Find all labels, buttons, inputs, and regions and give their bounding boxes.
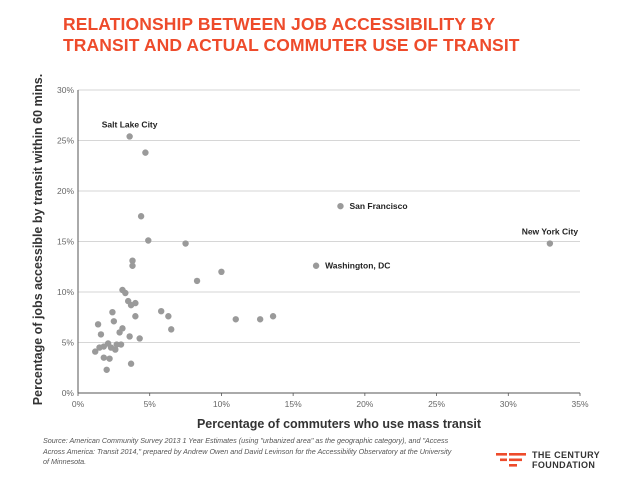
data-point bbox=[132, 313, 139, 320]
data-point bbox=[122, 289, 129, 297]
data-point bbox=[142, 149, 149, 156]
data-point bbox=[256, 316, 264, 323]
data-point bbox=[126, 133, 133, 140]
y-tick-label: 10% bbox=[57, 287, 74, 297]
chart-title-line-1: RELATIONSHIP BETWEEN JOB ACCESSIBILITY B… bbox=[63, 14, 496, 34]
y-tick-label: 15% bbox=[57, 237, 74, 247]
point-label: Salt Lake City bbox=[102, 119, 158, 129]
logo-line-2: FOUNDATION bbox=[532, 460, 596, 470]
data-point bbox=[157, 307, 165, 315]
data-point bbox=[145, 237, 152, 244]
y-tick-label: 5% bbox=[62, 338, 75, 348]
y-axis-title: Percentage of jobs accessible by transit… bbox=[31, 74, 45, 405]
data-point bbox=[112, 346, 119, 353]
data-point bbox=[168, 326, 175, 333]
data-point bbox=[116, 329, 123, 336]
source-note: Source: American Community Survey 2013 1… bbox=[43, 436, 452, 466]
data-point bbox=[117, 341, 125, 348]
chart-title-line-2: TRANSIT AND ACTUAL COMMUTER USE OF TRANS… bbox=[63, 35, 520, 55]
data-point bbox=[110, 318, 118, 325]
data-point bbox=[103, 366, 110, 373]
data-point bbox=[182, 240, 189, 247]
data-point bbox=[129, 262, 136, 269]
data-point bbox=[109, 309, 116, 316]
data-point bbox=[269, 313, 277, 320]
data-point bbox=[312, 262, 320, 269]
data-point bbox=[96, 344, 103, 351]
x-axis-title: Percentage of commuters who use mass tra… bbox=[197, 417, 482, 431]
data-point bbox=[100, 354, 108, 361]
data-point bbox=[193, 277, 201, 285]
data-point bbox=[126, 333, 133, 340]
logo-mark-icon bbox=[496, 453, 526, 467]
y-tick-label: 25% bbox=[57, 136, 74, 146]
data-point bbox=[106, 355, 113, 362]
data-point bbox=[127, 360, 135, 367]
data-point bbox=[136, 335, 143, 342]
data-point bbox=[546, 240, 554, 247]
x-tick-label: 35% bbox=[571, 399, 588, 409]
x-tick-label: 20% bbox=[356, 399, 373, 409]
x-tick-label: 10% bbox=[213, 399, 230, 409]
data-point bbox=[232, 316, 239, 323]
y-tick-label: 20% bbox=[57, 186, 74, 196]
point-label: New York City bbox=[522, 227, 579, 237]
data-point bbox=[337, 202, 344, 210]
x-tick-label: 25% bbox=[428, 399, 445, 409]
x-tick-label: 0% bbox=[72, 399, 85, 409]
x-tick-label: 5% bbox=[144, 399, 157, 409]
data-point bbox=[92, 348, 99, 355]
data-point bbox=[129, 257, 136, 264]
x-tick-label: 15% bbox=[285, 399, 302, 409]
point-label: San Francisco bbox=[349, 201, 407, 211]
data-point bbox=[94, 321, 102, 328]
chart-title: RELATIONSHIP BETWEEN JOB ACCESSIBILITY B… bbox=[63, 14, 603, 56]
logo-line-1: THE CENTURY bbox=[532, 450, 601, 460]
point-label: Washington, DC bbox=[325, 261, 390, 271]
data-point bbox=[165, 313, 172, 320]
data-point bbox=[137, 213, 145, 220]
data-point bbox=[218, 268, 225, 275]
data-point bbox=[132, 299, 139, 307]
data-point bbox=[97, 331, 105, 338]
century-foundation-logo: THE CENTURY FOUNDATION bbox=[496, 450, 600, 470]
x-tick-label: 30% bbox=[500, 399, 517, 409]
y-tick-label: 30% bbox=[57, 85, 74, 95]
y-tick-label: 0% bbox=[62, 388, 75, 398]
